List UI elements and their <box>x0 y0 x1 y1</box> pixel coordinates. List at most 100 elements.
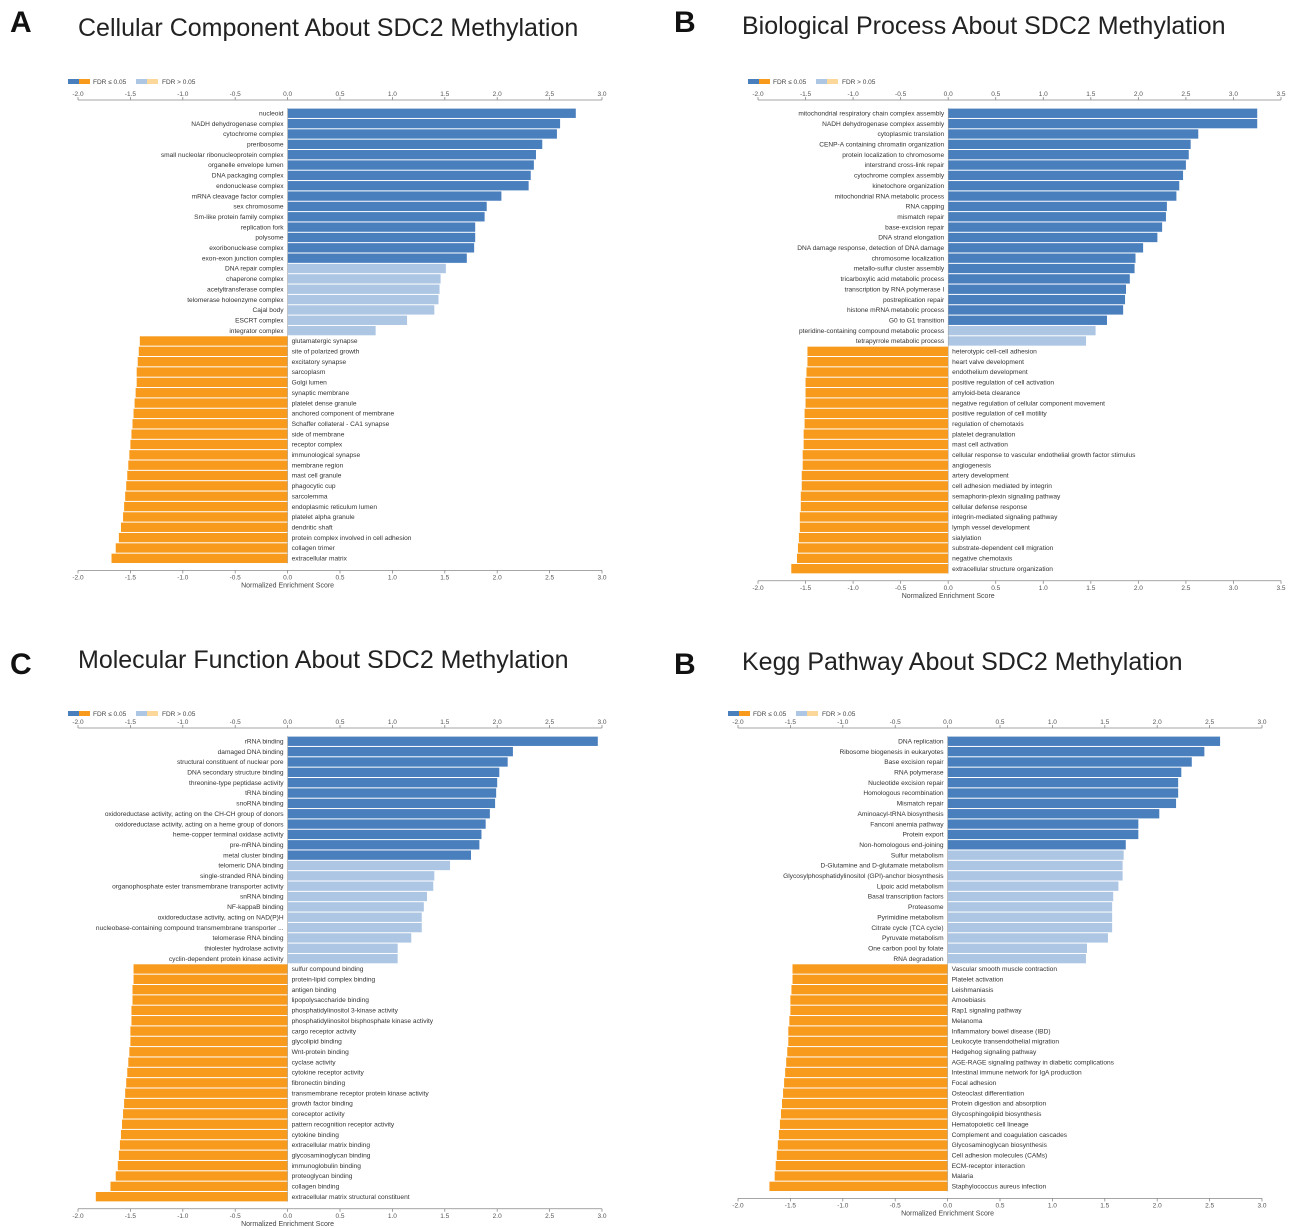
bar-label: platelet degranulation <box>952 431 1015 438</box>
bar <box>287 129 557 139</box>
bar-label: Schaffer collateral - CA1 synapse <box>292 421 390 428</box>
bar <box>287 201 487 212</box>
bar-label: One carbon pool by folate <box>868 945 944 952</box>
bar-label: cellular response to vascular endothelia… <box>952 452 1136 459</box>
bar-label: tricarboxylic acid metabolic process <box>840 276 944 283</box>
bar-label: Mismatch repair <box>897 801 945 808</box>
bar <box>777 1140 948 1150</box>
bar-label: Citrate cycle (TCA cycle) <box>871 925 943 932</box>
bars: nucleoid NADH dehydrogenase complex cytoch… <box>111 108 576 563</box>
bar-label: NADH dehydrogenase complex <box>191 121 284 128</box>
bar <box>130 439 288 450</box>
bar-label: mRNA cleavage factor complex <box>192 193 285 200</box>
tick-label: 0.5 <box>995 719 1004 726</box>
bar-label: angiogenesis <box>952 462 992 469</box>
bar-label: Malaria <box>952 1173 974 1180</box>
bar <box>287 922 422 933</box>
bar-label: pteridine-containing compound metabolic … <box>799 328 945 335</box>
bar <box>948 212 1166 222</box>
bar <box>129 1047 288 1057</box>
bar-label: Cell adhesion molecules (CAMs) <box>952 1152 1048 1159</box>
tick-label: -2.0 <box>72 574 84 581</box>
bar-label: platelet dense granule <box>292 400 357 407</box>
bar-label: Hematopoietic cell lineage <box>952 1121 1029 1128</box>
bar <box>287 232 476 243</box>
bar-label: lipopolysaccharide binding <box>292 997 370 1004</box>
bar <box>287 881 434 891</box>
bar-label: mitochondrial respiratory chain complex … <box>798 110 945 117</box>
bar <box>802 460 949 470</box>
bar-label: small nucleolar ribonucleoprotein comple… <box>161 152 284 159</box>
legend: FDR ≤ 0.05 FDR > 0.05 <box>68 711 196 718</box>
x-axis-top: -2.0 -1.5 -1.0 -0.5 0.0 0.5 1.0 1.5 2.0 2.5 3.0 <box>72 719 607 729</box>
bar-label: thiolester hydrolase activity <box>204 945 284 952</box>
bar <box>803 439 949 450</box>
bar-label: RNA polymerase <box>894 770 944 777</box>
bar-label: collagen binding <box>292 1184 340 1191</box>
bar <box>789 1016 948 1026</box>
bar <box>947 953 1086 964</box>
tick-label: 3.5 <box>1276 91 1285 98</box>
bar <box>115 1171 288 1181</box>
bar <box>125 491 288 501</box>
bar-label: Proteasome <box>908 904 944 911</box>
panel-c: C Molecular Function About SDC2 Methylat… <box>0 614 648 1228</box>
legend-swatch-pos-nonsig <box>816 79 827 84</box>
bar <box>947 809 1160 819</box>
tick-label: 1.5 <box>1086 585 1095 592</box>
tick-label: 2.0 <box>493 574 502 581</box>
bar <box>798 532 949 543</box>
tick-label: 0.0 <box>944 585 953 592</box>
bar-label: extracellular matrix structural constitu… <box>292 1194 410 1201</box>
tick-label: -0.5 <box>230 1213 242 1220</box>
bar <box>947 902 1113 912</box>
bar-label: histone mRNA metabolic process <box>847 307 945 314</box>
tick-label: -1.0 <box>177 719 189 726</box>
bar <box>287 788 497 798</box>
bar-label: immunological synapse <box>292 452 361 459</box>
bar-label: extracellular structure organization <box>952 566 1053 573</box>
tick-label: 1.5 <box>1100 719 1109 726</box>
bar-label: glycosaminoglycan binding <box>292 1152 371 1159</box>
bar-label: side of membrane <box>292 431 345 438</box>
bar-label: Rap1 signaling pathway <box>952 1008 1023 1015</box>
bar-label: Sulfur metabolism <box>891 852 944 859</box>
bar-label: Melanoma <box>952 1018 983 1025</box>
bar-label: dendritic shaft <box>292 524 333 531</box>
tick-label: 2.5 <box>1205 719 1214 726</box>
bar-label: substrate-dependent cell migration <box>952 545 1053 552</box>
bar-label: cargo receptor activity <box>292 1028 357 1035</box>
legend-label-nonsig: FDR > 0.05 <box>822 711 856 718</box>
bar-label: Pyrimidine metabolism <box>877 914 944 921</box>
tick-label: 3.0 <box>1229 91 1238 98</box>
bar-label: Pyruvate metabolism <box>882 935 944 942</box>
tick-label: -1.0 <box>837 719 849 726</box>
bar <box>125 1088 288 1098</box>
bar <box>287 222 476 232</box>
tick-label: -0.5 <box>890 719 902 726</box>
bar <box>287 150 536 160</box>
bar <box>119 1140 288 1150</box>
chart-cellular-component: FDR ≤ 0.05 FDR > 0.05 -2.0 -1.5 -1.0 -0.5 0.0 0… <box>68 79 607 589</box>
legend: FDR ≤ 0.05 FDR > 0.05 <box>728 711 856 718</box>
legend-swatch-pos-nonsig <box>136 79 147 84</box>
bar <box>287 191 502 201</box>
x-axis-label: Normalized Enrichment Score <box>241 1221 334 1228</box>
bar <box>124 1098 288 1109</box>
tick-label: 1.5 <box>440 574 449 581</box>
tick-label: -0.5 <box>895 585 907 592</box>
bar <box>136 367 288 377</box>
bar <box>782 1098 948 1109</box>
bar <box>287 746 513 757</box>
legend-label-sig: FDR ≤ 0.05 <box>93 79 127 86</box>
bar-label: Osteoclast differentiation <box>952 1090 1025 1097</box>
bar <box>947 871 1123 881</box>
tick-label: -1.0 <box>177 1213 189 1220</box>
bar <box>120 522 288 532</box>
bar <box>774 1171 948 1181</box>
legend-swatch-neg-sig <box>739 711 750 716</box>
bar-label: chromosome localization <box>872 255 945 262</box>
bar <box>799 522 949 532</box>
tick-label: 2.0 <box>1153 1202 1162 1209</box>
bar-label: positive regulation of cell activation <box>952 380 1054 387</box>
